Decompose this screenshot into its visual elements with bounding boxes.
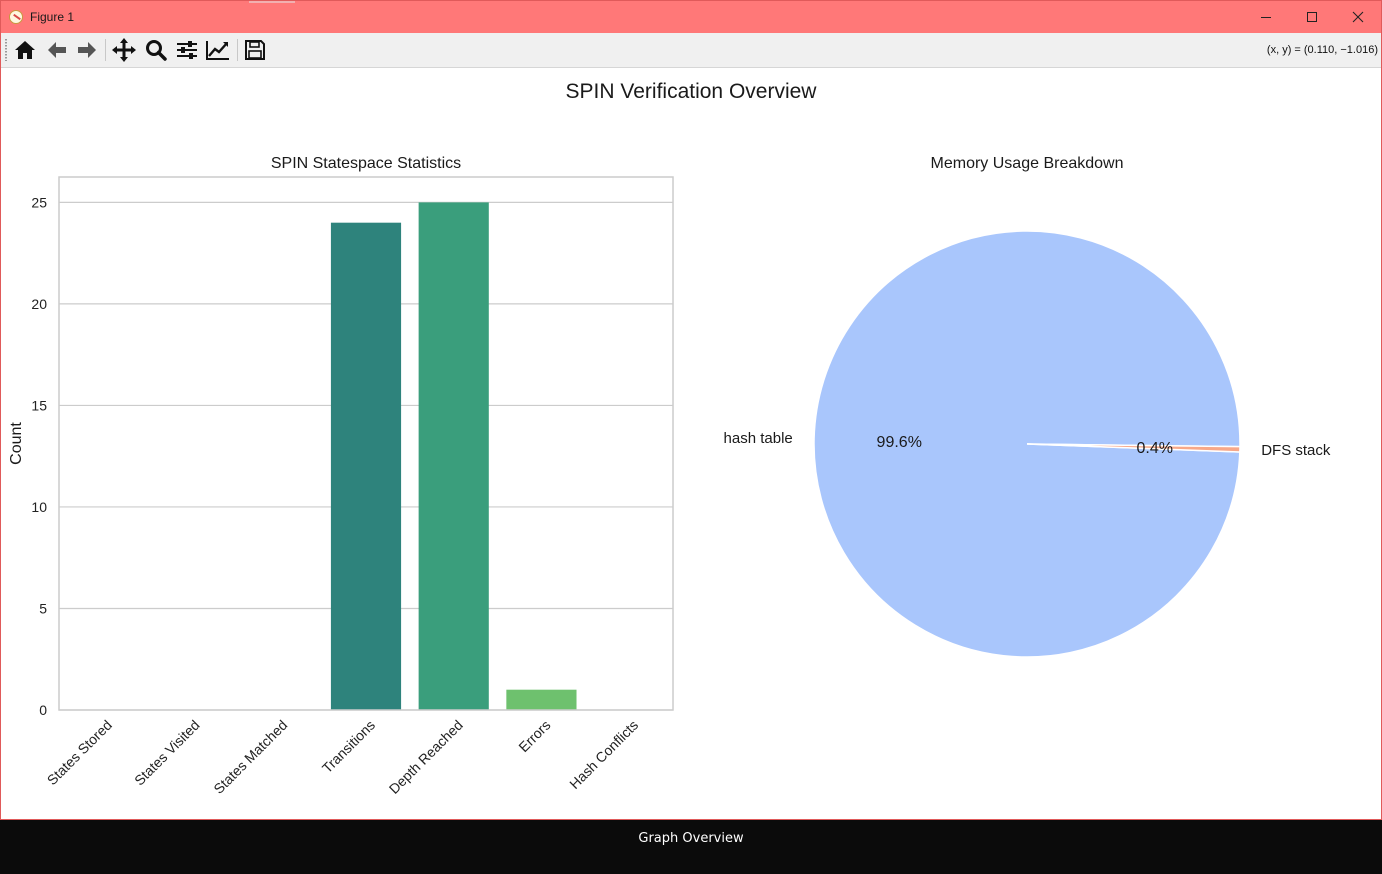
figure-canvas[interactable]: SPIN Verification Overview SPIN Statespa… [1, 68, 1381, 819]
pie-pct-label: 99.6% [877, 434, 922, 451]
x-tick-label: States Matched [210, 717, 290, 797]
toolbar-separator [237, 39, 238, 61]
matplotlib-logo-icon [9, 10, 23, 24]
figure-window: Figure 1 [0, 0, 1382, 820]
configure-subplots-button[interactable] [173, 37, 201, 63]
x-tick-label: Errors [515, 717, 553, 755]
pie-slice-label: hash table [724, 430, 793, 447]
cursor-coordinates-readout: (x, y) = (0.110, −1.016) [1266, 44, 1378, 56]
maximize-button[interactable] [1289, 1, 1335, 33]
minimize-button[interactable] [1243, 1, 1289, 33]
configure-subplots-icon [177, 41, 197, 59]
x-tick-label: States Visited [131, 717, 203, 789]
minimize-icon [1261, 17, 1271, 18]
y-tick-label: 25 [31, 194, 47, 210]
edit-axes-button[interactable] [204, 37, 232, 63]
pie-chart[interactable]: Memory Usage Breakdown hash table 99.6% DFS… [724, 155, 1331, 658]
bar-chart[interactable]: SPIN Statespace Statistics 0 5 10 15 20 25 Stat… [8, 155, 674, 797]
back-arrow-icon [48, 42, 66, 58]
y-tick-label: 0 [39, 702, 47, 718]
home-button[interactable] [11, 37, 39, 63]
y-axis-label: Count [8, 422, 25, 465]
y-tick-label: 15 [31, 397, 47, 413]
x-tick-label: Hash Conflicts [566, 717, 641, 792]
bar[interactable] [330, 222, 402, 710]
window-title: Figure 1 [30, 10, 75, 24]
pie-slice[interactable] [1026, 443, 1241, 453]
x-tick-label: States Stored [44, 717, 115, 788]
pie-pct-label: 0.4% [1137, 440, 1173, 457]
x-tick-label: Transitions [319, 717, 378, 776]
taskbar: Graph Overview [0, 820, 1382, 874]
bar-chart-frame [58, 176, 674, 711]
toolbar-grip[interactable] [5, 39, 7, 61]
save-button[interactable] [241, 37, 269, 63]
figure-suptitle: SPIN Verification Overview [566, 80, 818, 103]
home-icon [15, 41, 35, 59]
save-disk-icon [245, 40, 265, 60]
bar[interactable] [506, 689, 577, 710]
close-button[interactable] [1335, 1, 1381, 33]
bar-chart-title: SPIN Statespace Statistics [271, 155, 461, 172]
y-tick-label: 20 [31, 296, 47, 312]
forward-arrow-icon [78, 42, 96, 58]
y-tick-label: 5 [39, 600, 47, 616]
title-bar[interactable]: Figure 1 [1, 1, 1381, 33]
toolbar-separator [105, 39, 106, 61]
edit-axes-icon [206, 41, 229, 60]
pan-move-icon [112, 38, 136, 62]
zoom-magnifier-icon [146, 40, 167, 61]
close-icon [1352, 11, 1364, 23]
navigation-toolbar: (x, y) = (0.110, −1.016) [1, 33, 1381, 68]
bar[interactable] [418, 202, 489, 710]
taskbar-label: Graph Overview [638, 831, 744, 846]
x-tick-label: Depth Reached [386, 717, 466, 797]
zoom-button[interactable] [142, 37, 170, 63]
y-tick-label: 10 [31, 499, 47, 515]
back-button[interactable] [43, 37, 71, 63]
title-bar-accent [249, 1, 295, 3]
pie-slice-label: DFS stack [1261, 442, 1331, 459]
maximize-icon [1307, 12, 1317, 22]
pan-button[interactable] [110, 37, 138, 63]
forward-button[interactable] [73, 37, 101, 63]
pie-chart-title: Memory Usage Breakdown [931, 155, 1124, 172]
